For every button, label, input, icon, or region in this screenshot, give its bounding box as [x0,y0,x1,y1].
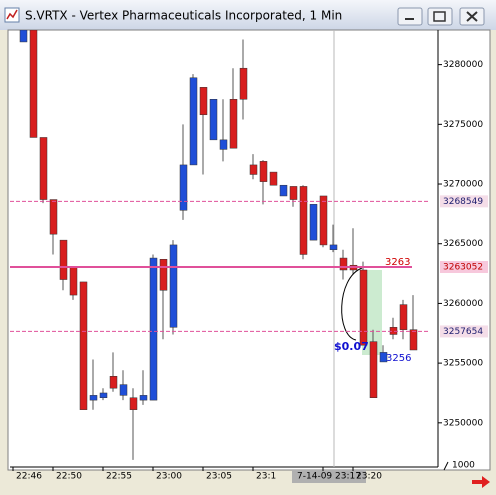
candle-body [59,239,68,280]
window-title: S.VRTX - Vertex Pharmaceuticals Incorpor… [25,9,342,23]
y-tick-label: 3250000 [443,418,483,428]
candle-body [379,352,388,363]
level-label: 3263052 [443,262,483,272]
candle-body [199,87,208,116]
candle-body [89,395,98,401]
candle-body [189,77,198,166]
candle-body [39,137,48,200]
level-label-box [440,325,488,338]
candle-body [49,199,58,235]
candle-body [279,184,288,197]
candle-body [249,164,258,175]
candle-body [29,30,38,138]
x-tick-label: 22:55 [106,472,132,482]
annotation: 3263 [385,257,410,268]
candle-body [339,257,348,271]
candle-body [369,341,378,398]
candle-body [319,195,328,246]
y-tick-label: 3280000 [443,60,483,70]
candle-body [389,327,398,335]
y-tick-label: 3255000 [443,359,483,369]
x-tick-label: 22:50 [56,472,82,482]
candle-body [239,67,248,100]
candle-body [139,395,148,401]
date-box [292,470,366,483]
candle-body [79,281,88,410]
y-tick-label: 3265000 [443,239,483,249]
candle-body [269,171,278,186]
candle-body [259,161,268,182]
candle-body [119,384,128,396]
unit-slash [443,461,449,471]
x-tick-label: 7-14-09 23:17 [297,472,361,482]
x-tick-label: 23:05 [206,472,232,482]
level-label: 3257654 [443,327,483,337]
chart-area [7,29,491,471]
candle-body [159,258,168,291]
candle-body [359,269,368,346]
minimize-button[interactable] [397,7,423,26]
plot [19,30,418,460]
y-tick-label: 3270000 [443,180,483,190]
candle-body [399,304,408,330]
candle-body [179,164,188,211]
candle-body [209,99,218,141]
annotation: $0.07 [334,340,369,353]
level-label: 3268549 [443,197,483,207]
candle-body [109,376,118,389]
x-tick-label: 23:20 [356,472,382,482]
candle-body [149,257,158,401]
measure-arc [341,267,363,341]
x-tick-label: 23:1 [256,472,276,482]
annotation: 3256 [386,353,411,364]
candle-body [409,329,418,351]
level-label-box [440,195,488,208]
candle-body [19,30,28,43]
level-label-box [440,260,488,273]
close-button[interactable] [459,7,485,26]
candle-body [229,99,238,149]
y-tick-label: 3260000 [443,299,483,309]
x-tick-label: 23:00 [156,472,182,482]
candle-body [299,186,308,255]
candle-body [219,139,228,150]
app-icon [4,7,20,23]
candle-body [99,392,108,398]
y-tick-label: 3275000 [443,120,483,130]
y-unit-label: 1000 [452,461,475,471]
candle-body [309,204,318,241]
scroll-arrow[interactable] [472,476,490,488]
candle-body [69,267,78,296]
candle-body [129,397,138,410]
candle-body [329,244,338,250]
x-tick-label: 22:46 [16,472,42,482]
maximize-button[interactable] [427,7,453,26]
candle-body [169,244,178,328]
candle-body [289,186,298,200]
